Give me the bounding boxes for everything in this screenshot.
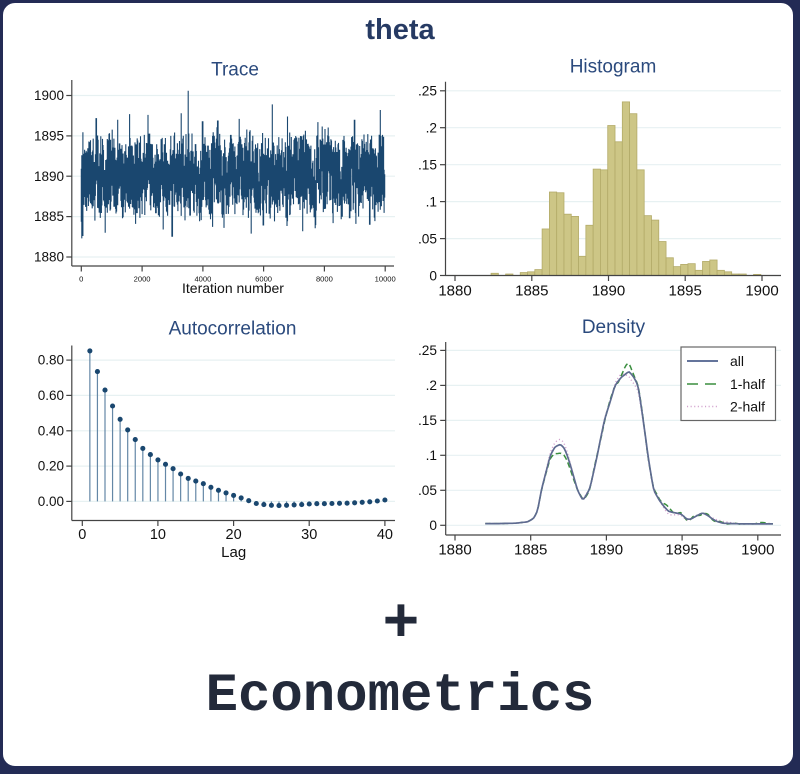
svg-text:1895: 1895: [669, 283, 702, 300]
svg-text:1890: 1890: [590, 542, 623, 559]
svg-text:.1: .1: [426, 194, 437, 209]
svg-text:2-half: 2-half: [730, 398, 765, 414]
svg-text:1900: 1900: [745, 283, 778, 300]
svg-text:.25: .25: [418, 84, 437, 99]
svg-text:1880: 1880: [438, 283, 471, 300]
svg-text:1895: 1895: [665, 542, 698, 559]
svg-text:.2: .2: [426, 378, 437, 393]
svg-text:8000: 8000: [316, 275, 333, 284]
svg-text:10000: 10000: [375, 275, 396, 284]
svg-text:0.60: 0.60: [38, 388, 64, 403]
svg-text:1885: 1885: [514, 542, 547, 559]
svg-text:1885: 1885: [34, 209, 64, 224]
svg-text:0.80: 0.80: [38, 353, 64, 368]
svg-text:.2: .2: [426, 121, 437, 136]
svg-text:1890: 1890: [34, 169, 64, 184]
svg-text:all: all: [730, 353, 744, 369]
svg-text:.15: .15: [418, 413, 437, 428]
svg-text:.15: .15: [418, 158, 437, 173]
svg-text:0: 0: [429, 268, 437, 283]
svg-text:0: 0: [78, 527, 86, 543]
svg-text:0.40: 0.40: [38, 423, 64, 438]
svg-text:Density: Density: [582, 317, 646, 338]
svg-text:.05: .05: [418, 231, 437, 246]
svg-text:30: 30: [301, 527, 317, 543]
svg-text:Histogram: Histogram: [570, 57, 657, 78]
svg-text:1880: 1880: [34, 250, 64, 265]
svg-text:6000: 6000: [255, 275, 272, 284]
svg-text:0: 0: [429, 518, 437, 533]
svg-text:Autocorrelation: Autocorrelation: [169, 319, 297, 340]
svg-text:0.00: 0.00: [38, 494, 64, 509]
svg-text:40: 40: [377, 527, 393, 543]
svg-text:1-half: 1-half: [730, 376, 765, 392]
svg-text:1900: 1900: [34, 88, 64, 103]
svg-text:20: 20: [226, 527, 242, 543]
svg-text:.25: .25: [418, 343, 437, 358]
svg-text:Lag: Lag: [221, 544, 246, 561]
svg-text:0.20: 0.20: [38, 459, 64, 474]
svg-text:1890: 1890: [592, 283, 625, 300]
svg-text:0: 0: [79, 275, 83, 284]
svg-text:4000: 4000: [194, 275, 211, 284]
svg-text:10: 10: [150, 527, 166, 543]
svg-text:1885: 1885: [515, 283, 548, 300]
svg-text:Iteration number: Iteration number: [182, 280, 284, 296]
svg-text:Trace: Trace: [211, 59, 259, 80]
svg-text:1900: 1900: [741, 542, 774, 559]
svg-text:1895: 1895: [34, 129, 64, 144]
svg-text:2000: 2000: [134, 275, 151, 284]
svg-text:1880: 1880: [438, 542, 471, 559]
svg-text:.05: .05: [418, 483, 437, 498]
svg-text:.1: .1: [426, 448, 437, 463]
